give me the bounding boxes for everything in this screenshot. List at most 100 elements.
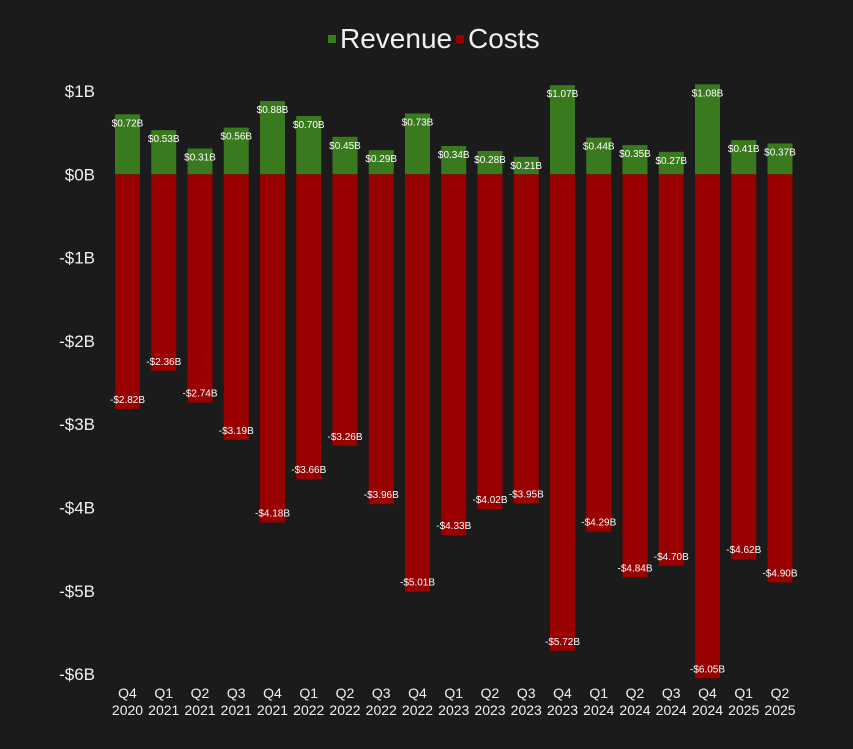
costs-data-label: -$4.29B [581,518,616,529]
legend-swatch-revenue [328,35,336,43]
costs-data-label: -$2.82B [110,395,145,406]
costs-bar[interactable] [550,174,575,651]
y-tick-label: -$5B [59,582,95,601]
revenue-bar[interactable] [441,145,467,175]
x-tick-label: Q2 2022 [329,685,360,718]
revenue-data-label: $0.28B [474,155,506,166]
x-tick-label: Q4 2023 [547,685,578,718]
revenue-data-label: $0.45B [329,141,361,152]
costs-data-label: -$5.01B [400,578,435,589]
x-tick-label: Q4 2022 [402,685,433,718]
costs-data-label: -$4.02B [472,495,507,506]
costs-data-label: -$5.72B [545,637,580,648]
revenue-data-label: $0.31B [184,152,216,163]
costs-bar[interactable] [260,174,285,523]
y-tick-label: -$3B [59,415,95,434]
legend-label-revenue: Revenue [340,23,452,54]
costs-bar[interactable] [622,174,648,578]
costs-bar[interactable] [767,174,793,583]
revenue-data-label: $0.70B [293,120,325,131]
revenue-bar[interactable] [767,143,793,175]
revenue-bar[interactable] [223,127,249,175]
revenue-bar[interactable] [115,114,140,175]
revenue-data-label: $0.73B [402,117,434,128]
costs-data-label: -$3.26B [327,432,362,443]
revenue-bar[interactable] [550,85,575,175]
revenue-bar[interactable] [731,140,757,175]
revenue-data-label: $0.72B [112,118,144,129]
costs-bar[interactable] [296,174,322,480]
costs-data-label: -$4.62B [726,545,761,556]
revenue-bar[interactable] [695,84,720,175]
costs-bar[interactable] [405,174,430,592]
costs-data-label: -$3.19B [219,426,254,437]
costs-bar[interactable] [586,174,612,532]
y-tick-label: $1B [65,82,95,101]
revenue-data-label: $0.27B [655,156,687,167]
y-axis: $1B $0B -$1B -$2B -$3B -$4B -$5B -$6B [59,82,95,684]
y-tick-label: -$1B [59,249,95,268]
costs-data-label: -$4.33B [436,521,471,532]
costs-bar[interactable] [658,174,684,566]
revenue-data-label: $0.34B [438,150,470,161]
revenue-bar[interactable] [151,130,177,175]
revenue-bar[interactable] [622,145,648,175]
revenue-data-label: $0.21B [510,161,542,172]
revenue-data-label: $0.53B [148,134,180,145]
revenue-data-label: $0.56B [220,132,252,143]
costs-data-label: -$3.96B [364,490,399,501]
costs-data-label: -$3.66B [291,465,326,476]
revenue-bar[interactable] [405,113,430,175]
revenue-bar[interactable] [586,137,612,175]
x-tick-label: Q4 2021 [257,685,288,718]
x-tick-label: Q2 2023 [474,685,505,718]
costs-data-label: -$4.70B [654,552,689,563]
costs-bar[interactable] [368,174,394,505]
x-tick-label: Q3 2023 [511,685,542,718]
x-tick-label: Q3 2024 [656,685,687,718]
costs-bar[interactable] [731,174,757,560]
revenue-data-label: $0.41B [728,144,760,155]
costs-bar[interactable] [187,174,213,403]
costs-data-label: -$6.05B [690,664,725,675]
costs-bar[interactable] [151,174,177,371]
costs-bar[interactable] [513,174,539,504]
revenue-bar[interactable] [658,151,684,175]
revenue-bar[interactable] [513,156,539,175]
revenue-data-label: $0.44B [583,142,615,153]
costs-data-label: -$4.90B [762,568,797,579]
y-tick-label: $0B [65,165,95,184]
x-tick-label: Q1 2022 [293,685,324,718]
revenue-bar[interactable] [368,150,394,175]
costs-data-label: -$4.18B [255,508,290,519]
revenue-data-label: $1.08B [692,88,724,99]
x-tick-label: Q2 2024 [619,685,650,718]
revenue-bar[interactable] [332,136,358,175]
costs-data-label: -$3.95B [509,489,544,500]
costs-bar[interactable] [332,174,358,446]
costs-bar[interactable] [115,174,140,410]
bars [115,84,793,679]
y-tick-label: -$2B [59,332,95,351]
revenue-bar[interactable] [296,115,322,175]
costs-bar[interactable] [695,174,720,679]
costs-data-label: -$4.84B [617,563,652,574]
x-tick-label: Q2 2021 [184,685,215,718]
revenue-bar[interactable] [477,150,503,175]
revenue-data-label: $1.07B [547,89,579,100]
revenue-data-label: $0.35B [619,149,651,160]
costs-data-label: -$2.74B [182,389,217,400]
costs-data-label: -$2.36B [146,357,181,368]
x-tick-label: Q1 2023 [438,685,469,718]
x-tick-label: Q1 2021 [148,685,179,718]
costs-bar[interactable] [477,174,503,510]
legend-swatch-costs [456,35,464,43]
costs-bar[interactable] [223,174,249,441]
x-tick-label: Q3 2021 [221,685,252,718]
revenue-bar[interactable] [187,148,213,175]
x-tick-label: Q4 2024 [692,685,723,718]
revenue-bar[interactable] [260,100,285,175]
costs-bar[interactable] [441,174,467,535]
